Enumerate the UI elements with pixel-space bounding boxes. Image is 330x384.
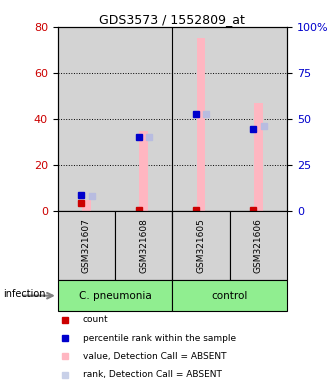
Text: count: count [83, 315, 109, 324]
Text: GSM321607: GSM321607 [82, 218, 91, 273]
Text: value, Detection Call = ABSENT: value, Detection Call = ABSENT [83, 352, 226, 361]
Bar [115, 211, 173, 280]
Bar [173, 280, 287, 311]
Text: rank, Detection Call = ABSENT: rank, Detection Call = ABSENT [83, 370, 222, 379]
Text: control: control [212, 291, 248, 301]
Text: GSM321608: GSM321608 [139, 218, 148, 273]
Bar [197, 38, 205, 211]
Bar [58, 280, 173, 311]
Bar [58, 27, 115, 211]
Bar [254, 103, 263, 211]
Bar [230, 211, 287, 280]
Text: infection: infection [3, 289, 46, 299]
Bar [230, 27, 287, 211]
Bar [58, 211, 115, 280]
Title: GDS3573 / 1552809_at: GDS3573 / 1552809_at [99, 13, 246, 26]
Bar [140, 131, 148, 211]
Bar [115, 27, 173, 211]
Text: percentile rank within the sample: percentile rank within the sample [83, 334, 236, 343]
Text: GSM321606: GSM321606 [254, 218, 263, 273]
Text: GSM321605: GSM321605 [197, 218, 206, 273]
Bar [173, 211, 230, 280]
Bar [82, 200, 91, 211]
Text: C. pneumonia: C. pneumonia [79, 291, 151, 301]
Bar [173, 27, 230, 211]
